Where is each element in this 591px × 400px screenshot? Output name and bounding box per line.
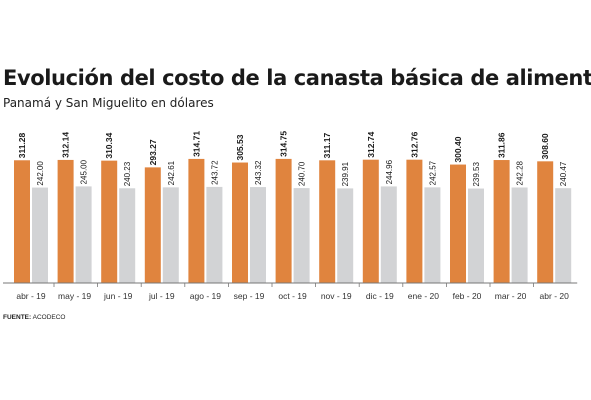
x-tick-label-4: ago - 19 — [190, 291, 221, 301]
value-label-s1-10: 300.40 — [453, 136, 463, 162]
bar-s1-12 — [537, 161, 554, 283]
bar-s2-11 — [511, 187, 528, 283]
bar-s2-1 — [75, 186, 92, 283]
bar-s2-6 — [293, 188, 310, 283]
value-label-s1-9: 312.76 — [409, 131, 419, 157]
value-label-s1-0: 311.28 — [17, 132, 27, 158]
x-tick-label-6: oct - 19 — [278, 291, 307, 301]
source-text: ACODECO — [32, 314, 66, 321]
bars-layer — [14, 158, 572, 283]
bar-s2-8 — [380, 186, 397, 283]
value-label-s2-9: 242.57 — [428, 160, 437, 185]
value-label-s1-5: 305.53 — [235, 134, 245, 160]
bar-s2-0 — [32, 187, 48, 283]
value-label-s2-8: 244.96 — [385, 159, 394, 184]
bar-s1-9 — [406, 159, 423, 283]
value-label-s2-1: 245.00 — [80, 159, 89, 184]
x-tick-label-0: abr - 19 — [16, 291, 46, 301]
value-label-s1-8: 312.74 — [366, 131, 376, 157]
bar-s1-7 — [319, 160, 336, 283]
value-label-s1-4: 314.71 — [191, 131, 201, 157]
value-label-s2-12: 240.47 — [559, 161, 568, 186]
x-tick-label-10: feb - 20 — [453, 291, 482, 301]
value-labels-layer: 311.28 242.00 312.14 245.00 310.34 240.23 293.… — [17, 131, 568, 187]
value-label-s2-6: 240.70 — [298, 161, 307, 186]
chart-subtitle: Panamá y San Miguelito en dólares — [3, 96, 214, 110]
x-axis: abr - 19 may - 19 jun - 19 jul - 19 ago - 19… — [3, 282, 578, 301]
value-label-s1-1: 312.14 — [61, 132, 71, 158]
bar-s1-0 — [14, 160, 30, 283]
bar-s1-10 — [450, 164, 466, 283]
x-tick-label-7: nov - 19 — [321, 291, 352, 301]
x-tick-label-3: jul - 19 — [148, 291, 175, 301]
value-label-s2-7: 239.91 — [341, 161, 350, 186]
x-tick-label-9: ene - 20 — [408, 291, 439, 301]
x-tick-label-11: mar - 20 — [495, 291, 527, 301]
bar-s1-5 — [232, 162, 248, 283]
value-label-s1-3: 293.27 — [148, 139, 158, 165]
bar-s2-4 — [206, 186, 223, 283]
value-label-s2-10: 239.53 — [472, 162, 481, 187]
source-label: FUENTE: — [3, 314, 32, 321]
bar-s2-2 — [119, 188, 136, 283]
bar-s2-12 — [555, 188, 572, 283]
value-label-s2-4: 243.72 — [210, 160, 219, 185]
x-tick-label-5: sep - 19 — [234, 291, 265, 301]
source-note: FUENTE: ACODECO — [3, 314, 66, 321]
value-label-s2-3: 242.61 — [167, 160, 176, 185]
value-label-s1-6: 314.75 — [279, 131, 289, 157]
bar-s2-10 — [468, 188, 484, 283]
bar-s1-1 — [57, 159, 74, 283]
bar-s2-5 — [250, 187, 266, 283]
bar-s2-3 — [162, 187, 179, 283]
value-label-s1-7: 311.17 — [322, 133, 332, 159]
value-label-s2-5: 243.32 — [254, 160, 263, 185]
value-label-s2-0: 242.00 — [36, 161, 45, 186]
bar-chart: 311.28 242.00 312.14 245.00 310.34 240.23 293.… — [3, 131, 578, 301]
bar-s1-6 — [275, 158, 292, 283]
bar-s1-11 — [493, 160, 510, 283]
x-tick-label-2: jun - 19 — [103, 291, 133, 301]
x-tick-label-8: dic - 19 — [366, 291, 394, 301]
value-label-s2-11: 242.28 — [516, 160, 525, 185]
bar-s1-2 — [101, 160, 118, 283]
value-label-s1-11: 311.86 — [497, 132, 507, 158]
chart-title: Evolución del costo de la canasta básica… — [3, 66, 591, 90]
value-label-s1-2: 310.34 — [104, 132, 114, 158]
value-label-s2-2: 240.23 — [123, 161, 132, 186]
x-tick-label-1: may - 19 — [58, 291, 91, 301]
x-tick-label-12: abr - 20 — [540, 291, 570, 301]
bar-s2-9 — [424, 187, 441, 283]
bar-s1-8 — [362, 159, 379, 283]
bar-s1-4 — [188, 158, 205, 283]
bar-s2-7 — [337, 188, 354, 283]
bar-s1-3 — [144, 167, 161, 283]
value-label-s1-12: 308.60 — [540, 133, 550, 159]
